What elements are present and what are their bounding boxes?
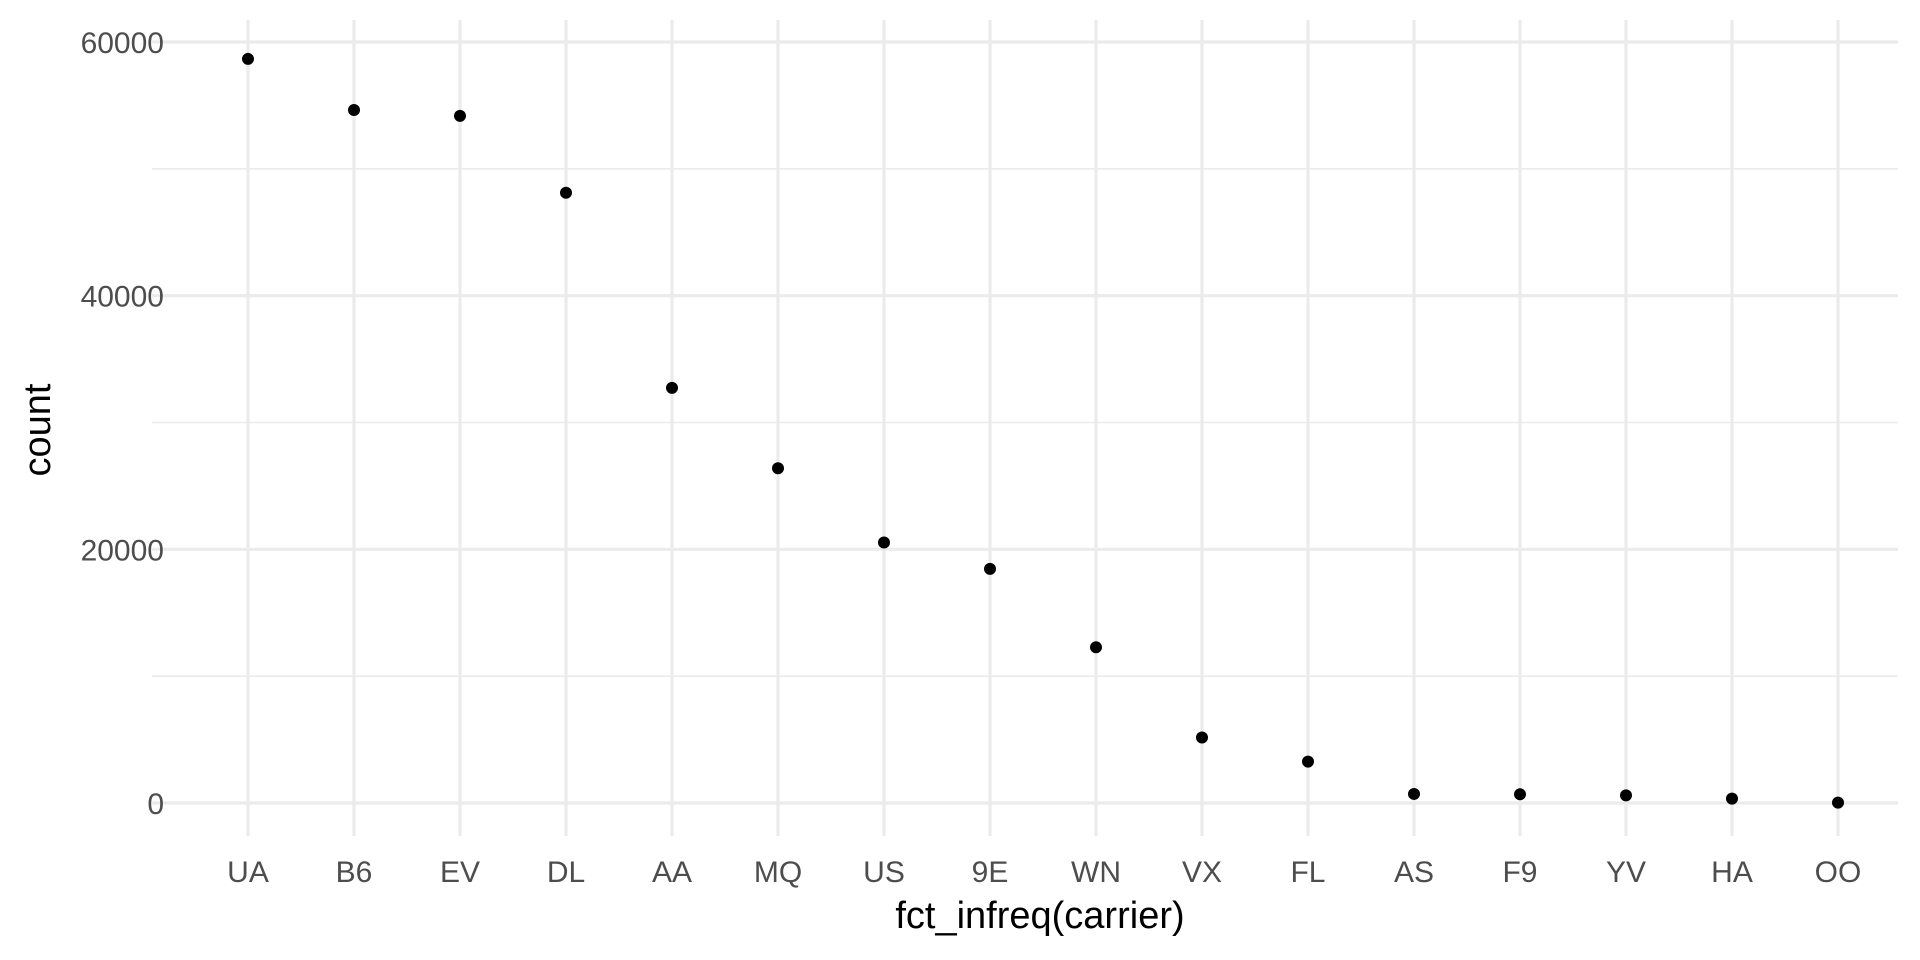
data-point <box>772 462 784 475</box>
minor-gridlines <box>152 168 1898 677</box>
y-axis-title: count <box>17 383 59 476</box>
x-tick-label: F9 <box>1502 856 1537 889</box>
x-tick-label: OO <box>1815 856 1862 889</box>
x-tick-label: US <box>863 856 905 889</box>
x-tick-label: AS <box>1394 856 1434 889</box>
data-point <box>1408 787 1420 800</box>
x-tick-label: AA <box>652 856 692 889</box>
data-point <box>1196 731 1208 744</box>
x-axis-tick-labels: UA B6 EV DL AA MQ US 9E WN VX FL AS F9 YV HA OO <box>227 856 1861 889</box>
x-tick-label: WN <box>1071 856 1121 889</box>
data-point <box>1514 788 1526 801</box>
x-tick-label: YV <box>1606 856 1646 889</box>
data-point <box>242 52 254 65</box>
x-tick-label: B6 <box>336 856 373 889</box>
x-tick-label: EV <box>440 856 480 889</box>
x-tick-label: HA <box>1711 856 1753 889</box>
y-tick-label: 40000 <box>81 281 164 314</box>
data-point <box>1620 789 1632 802</box>
x-tick-label: DL <box>547 856 585 889</box>
data-point <box>1726 792 1738 805</box>
y-tick-label: 20000 <box>81 534 164 567</box>
y-axis-tick-labels: 0 20000 40000 60000 <box>81 27 164 821</box>
data-point <box>1090 641 1102 654</box>
data-point <box>984 562 996 575</box>
data-point <box>1302 755 1314 768</box>
data-points <box>242 52 1844 809</box>
x-axis-title: fct_infreq(carrier) <box>895 895 1184 937</box>
data-point <box>878 536 890 549</box>
data-point <box>454 109 466 122</box>
major-gridlines <box>152 20 1898 836</box>
x-tick-label: 9E <box>972 856 1009 889</box>
data-point <box>348 104 360 117</box>
y-tick-label: 60000 <box>81 27 164 60</box>
y-tick-label: 0 <box>147 788 164 821</box>
data-point <box>560 186 572 199</box>
x-tick-label: MQ <box>754 856 802 889</box>
data-point <box>666 381 678 394</box>
x-tick-label: UA <box>227 856 269 889</box>
data-point <box>1832 796 1844 809</box>
x-tick-label: FL <box>1290 856 1325 889</box>
x-tick-label: VX <box>1182 856 1222 889</box>
